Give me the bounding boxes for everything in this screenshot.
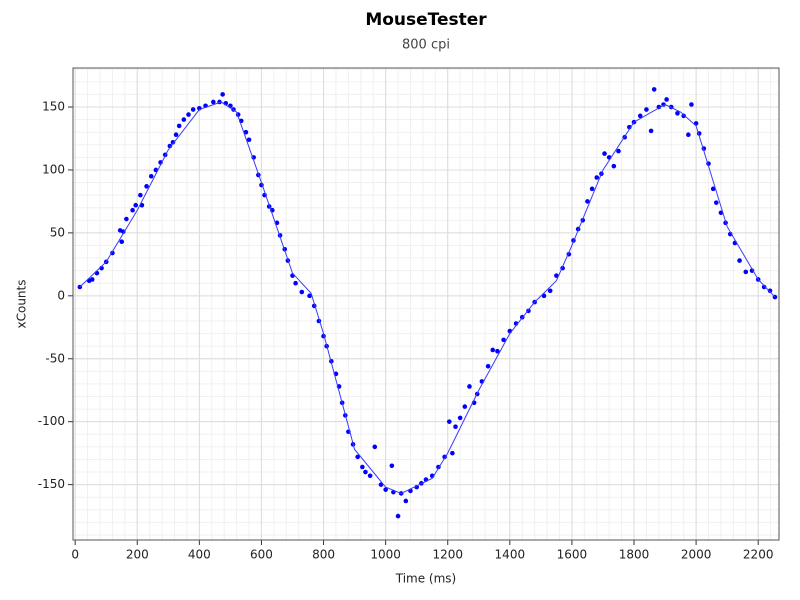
y-tick-label: 0	[57, 288, 65, 302]
data-point	[664, 97, 669, 102]
data-point	[124, 216, 129, 222]
data-point	[594, 175, 600, 180]
y-tick-label: -50	[45, 351, 65, 365]
chart-title: MouseTester	[365, 10, 487, 30]
data-point	[453, 424, 458, 430]
data-point	[710, 186, 716, 192]
data-point	[133, 202, 139, 208]
data-point	[675, 111, 680, 116]
data-point	[737, 258, 742, 263]
data-point	[211, 99, 216, 105]
data-point	[119, 239, 125, 244]
x-tick-label: 600	[250, 548, 273, 562]
x-tick-label: 400	[188, 548, 211, 562]
data-point	[602, 151, 607, 156]
data-point	[681, 113, 686, 119]
data-point	[689, 102, 694, 107]
data-point	[144, 184, 149, 189]
data-point	[686, 132, 691, 138]
data-point	[389, 463, 395, 469]
x-axis-label: Time (ms)	[395, 572, 457, 586]
data-point	[293, 280, 298, 286]
data-point	[501, 337, 506, 343]
data-point	[767, 288, 773, 294]
data-point	[186, 112, 191, 117]
data-point	[130, 207, 135, 213]
x-tick-label: 200	[126, 548, 149, 562]
data-point	[490, 347, 496, 353]
data-point	[94, 270, 100, 276]
y-tick-label: 100	[42, 162, 65, 176]
data-point	[648, 128, 654, 134]
data-point	[651, 87, 657, 92]
data-point	[355, 454, 360, 460]
data-point	[372, 444, 378, 450]
y-tick-label: 50	[50, 225, 65, 239]
data-point	[457, 415, 463, 421]
data-point	[190, 107, 196, 112]
data-point	[467, 384, 472, 389]
x-tick-label: 1400	[495, 548, 526, 562]
plot-frame	[72, 67, 780, 541]
x-tick-label: 1600	[557, 548, 588, 562]
data-point	[395, 513, 401, 519]
y-axis-label: xCounts	[15, 280, 29, 329]
data-point	[138, 192, 143, 198]
data-point	[299, 289, 305, 295]
y-tick-label: -150	[38, 477, 65, 491]
data-point	[220, 92, 225, 97]
data-point	[363, 469, 368, 475]
fit-line	[79, 101, 776, 494]
x-tick-label: 2000	[681, 548, 712, 562]
data-point	[170, 139, 176, 145]
x-tick-label: 1000	[370, 548, 401, 562]
data-point	[554, 273, 559, 278]
data-point	[290, 273, 295, 278]
chart-subtitle: 800 cpi	[402, 38, 450, 53]
data-point	[176, 123, 182, 129]
data-point	[495, 348, 500, 354]
y-tick-label: 150	[42, 100, 65, 114]
data-point	[383, 487, 388, 492]
data-point	[450, 450, 455, 456]
x-tick-label: 0	[71, 548, 79, 562]
data-point	[148, 173, 154, 179]
data-point	[367, 473, 373, 479]
data-point	[485, 364, 491, 369]
data-point	[761, 284, 767, 290]
x-tick-label: 1800	[619, 548, 650, 562]
x-tick-label: 800	[312, 548, 335, 562]
data-point	[246, 137, 252, 143]
data-point	[644, 107, 649, 112]
data-point	[446, 419, 452, 424]
data-point	[743, 269, 749, 275]
data-point	[713, 200, 719, 205]
data-point	[616, 148, 621, 154]
data-point	[307, 293, 312, 299]
x-tick-label: 2200	[743, 548, 774, 562]
x-tick-label: 1200	[432, 548, 463, 562]
data-point	[173, 132, 179, 138]
data-point	[637, 113, 643, 119]
data-point	[589, 186, 595, 192]
data-point	[89, 277, 95, 282]
data-point	[120, 229, 126, 234]
data-point	[360, 464, 365, 470]
data-point	[167, 143, 173, 149]
data-point	[462, 404, 468, 409]
data-point	[585, 199, 590, 204]
data-point	[243, 129, 249, 135]
data-point	[547, 288, 553, 294]
data-point	[403, 498, 409, 504]
data-point	[181, 117, 187, 122]
y-tick-label: -100	[38, 414, 65, 428]
data-point	[611, 163, 617, 169]
